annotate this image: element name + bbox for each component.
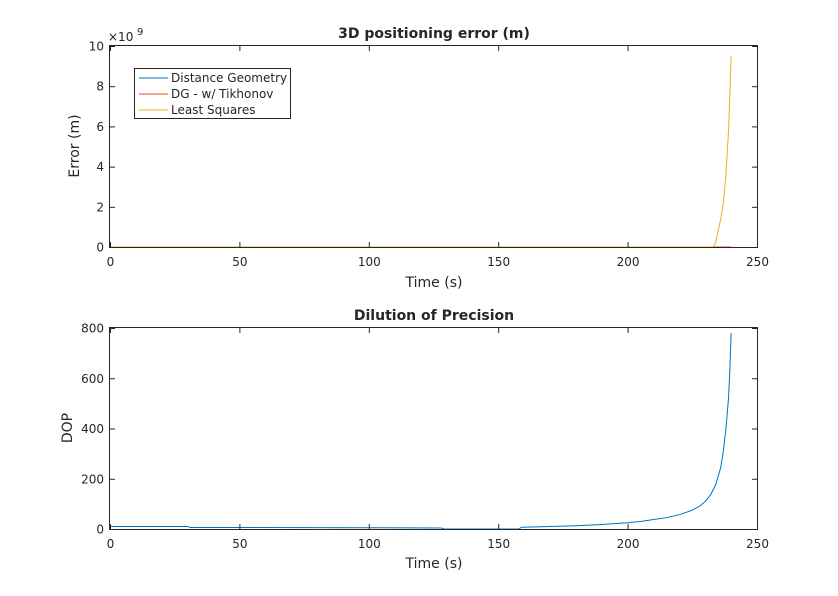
dop-y-tick-label: 800 [81, 322, 104, 336]
error-x-tick-label: 0 [107, 255, 115, 269]
dop-x-tick-label: 100 [358, 537, 381, 551]
error-y-tick-label: 0 [96, 241, 104, 255]
error-x-tick-label: 250 [746, 255, 769, 269]
dop-y-tick-label: 400 [81, 422, 104, 436]
error-y-axis-label: Error (m) [67, 114, 83, 177]
error-chart-title: 3D positioning error (m) [338, 26, 530, 42]
error-axes-frame [109, 45, 758, 248]
dop-x-tick-label: 200 [617, 537, 640, 551]
dop-y-axis-label: DOP [60, 413, 76, 443]
dop-tick-group: 0 50 100 150 200 250 0 200 400 600 800 [81, 322, 769, 552]
error-x-tick-label: 100 [358, 255, 381, 269]
error-y-tick-label: 2 [96, 200, 104, 214]
dop-y-tick-label: 200 [81, 472, 104, 486]
error-tick-group: 0 50 100 150 200 250 0 2 4 6 8 10 [89, 40, 769, 270]
dop-axes: Dilution of Precision Time (s) DOP 0 50 10… [60, 308, 769, 572]
dop-series-line-dop [110, 333, 732, 530]
dop-series-group [110, 333, 732, 530]
legend-label-least-squares: Least Squares [171, 103, 255, 117]
dop-x-axis-label: Time (s) [405, 556, 463, 572]
dop-chart-title: Dilution of Precision [354, 308, 514, 324]
dop-x-tick-label: 50 [232, 537, 247, 551]
error-axes: 3D positioning error (m) Time (s) Error … [67, 26, 769, 291]
error-x-tick-label: 150 [487, 255, 510, 269]
error-x-tick-label: 50 [232, 255, 247, 269]
error-y-exponent-base: ×10 [108, 30, 133, 44]
dop-y-tick-label: 600 [81, 372, 104, 386]
dop-x-tick-label: 150 [487, 537, 510, 551]
error-y-exponent-power: 9 [137, 27, 143, 38]
dop-x-tick-label: 250 [746, 537, 769, 551]
dop-y-tick-label: 0 [96, 523, 104, 537]
error-x-axis-label: Time (s) [405, 275, 463, 291]
dop-axes-frame [109, 327, 758, 530]
error-y-tick-label: 4 [96, 160, 104, 174]
legend-label-distance-geometry: Distance Geometry [171, 71, 287, 85]
legend-label-dg-tikhonov: DG - w/ Tikhonov [171, 87, 273, 101]
legend: Distance Geometry DG - w/ Tikhonov Least… [134, 68, 291, 119]
error-y-tick-label: 8 [96, 80, 104, 94]
error-y-tick-label: 6 [96, 120, 104, 134]
error-y-tick-label: 10 [89, 40, 104, 54]
dop-x-tick-label: 0 [107, 537, 115, 551]
error-x-tick-label: 200 [617, 255, 640, 269]
error-y-exponent: ×10 9 [108, 27, 143, 44]
